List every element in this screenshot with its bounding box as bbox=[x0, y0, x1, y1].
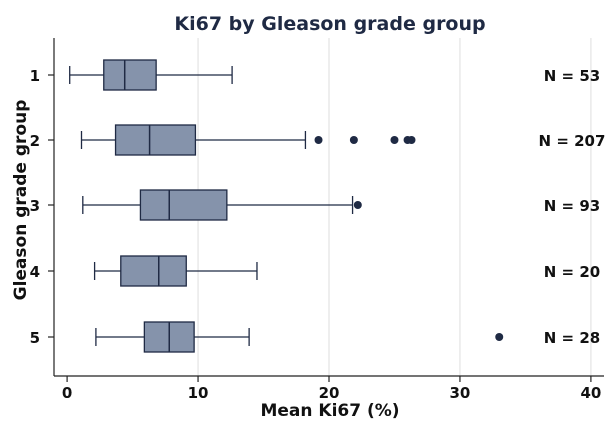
x-axis-label: Mean Ki67 (%) bbox=[260, 401, 399, 421]
y-tick-label: 3 bbox=[30, 197, 40, 215]
box-group-1 bbox=[70, 60, 232, 90]
iqr-box bbox=[121, 256, 186, 286]
n-label-2: N = 207 bbox=[539, 132, 606, 150]
outlier-point bbox=[495, 333, 503, 341]
outlier-point bbox=[354, 201, 362, 209]
iqr-box bbox=[104, 60, 156, 90]
box-group-3 bbox=[83, 190, 362, 220]
n-label-4: N = 20 bbox=[544, 263, 600, 281]
box-group-4 bbox=[95, 256, 257, 286]
outlier-point bbox=[390, 136, 398, 144]
iqr-box bbox=[116, 125, 196, 155]
n-label-5: N = 28 bbox=[544, 329, 600, 347]
axes: 0 10 20 30 40 1 2 3 4 5 bbox=[30, 38, 604, 402]
n-label-1: N = 53 bbox=[544, 67, 600, 85]
x-tick-label: 10 bbox=[188, 384, 209, 402]
y-tick-label: 1 bbox=[30, 67, 40, 85]
y-tick-label: 5 bbox=[30, 329, 40, 347]
outlier-point bbox=[408, 136, 416, 144]
outlier-point bbox=[350, 136, 358, 144]
n-labels: N = 53 N = 207 N = 93 N = 20 N = 28 bbox=[539, 67, 606, 347]
iqr-box bbox=[140, 190, 226, 220]
box-group-2 bbox=[82, 125, 416, 155]
y-tick-label: 4 bbox=[30, 263, 40, 281]
x-tick-label: 0 bbox=[62, 384, 72, 402]
n-label-3: N = 93 bbox=[544, 197, 600, 215]
x-tick-label: 30 bbox=[450, 384, 471, 402]
x-tick-label: 20 bbox=[319, 384, 340, 402]
y-tick-label: 2 bbox=[30, 132, 40, 150]
chart-title: Ki67 by Gleason grade group bbox=[174, 13, 485, 35]
box-group-5 bbox=[96, 322, 503, 352]
x-tick-label: 40 bbox=[580, 384, 601, 402]
box-plots bbox=[70, 60, 504, 352]
outlier-point bbox=[315, 136, 323, 144]
y-axis-label: Gleason grade group bbox=[11, 100, 31, 301]
gridlines bbox=[198, 38, 591, 376]
